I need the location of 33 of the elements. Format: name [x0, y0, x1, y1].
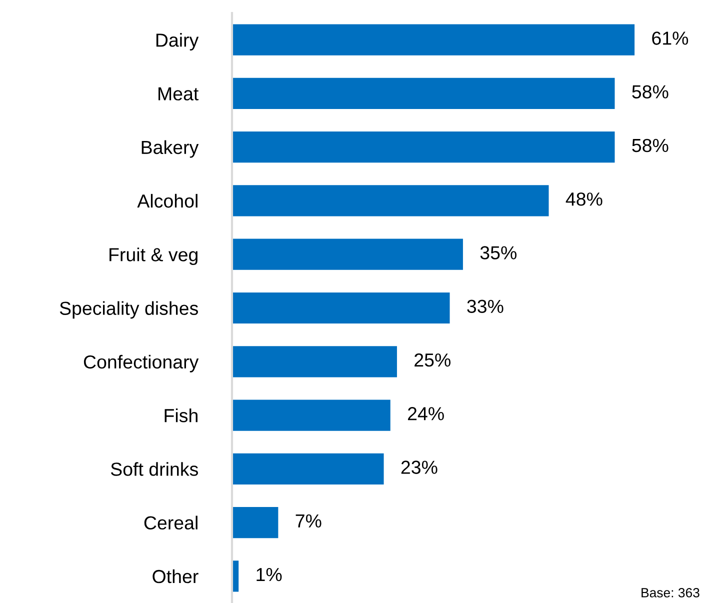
y-tick-label: Fruit & veg: [110, 248, 198, 266]
data-label: 23%: [401, 460, 438, 474]
bar: [232, 132, 615, 163]
y-tick-label: Fish: [164, 408, 198, 422]
data-label: 58%: [632, 85, 668, 98]
data-label: 58%: [632, 138, 668, 152]
data-label: 24%: [408, 407, 444, 420]
data-label: 33%: [467, 300, 504, 314]
data-label: 7%: [296, 514, 322, 528]
data-label: 25%: [414, 353, 451, 367]
bar: [232, 453, 384, 484]
data-label: 35%: [480, 246, 516, 260]
bar: [232, 78, 615, 110]
data-label: 61%: [652, 32, 688, 45]
y-tick-label: Alcohol: [137, 194, 198, 208]
y-tick-label: Other: [152, 569, 198, 584]
data-label: 48%: [566, 192, 602, 206]
y-tick-label: Cereal: [144, 516, 198, 530]
y-tick-label: Meat: [158, 87, 199, 100]
bar: [232, 24, 635, 56]
bar: [232, 292, 450, 324]
data-label: 1%: [256, 568, 282, 582]
bar: [232, 238, 463, 270]
y-tick-label: Soft drinks: [110, 462, 198, 476]
bar: [232, 400, 390, 431]
text: Base: 363: [642, 588, 700, 598]
y-tick-label: Dairy: [156, 33, 199, 51]
bar: [232, 185, 549, 216]
bar: [232, 346, 397, 378]
y-tick-label: Speciality dishes: [60, 301, 198, 319]
bar: [232, 506, 278, 538]
y-tick-label: Confectionary: [84, 354, 199, 372]
y-tick-label: Bakery: [142, 140, 199, 158]
